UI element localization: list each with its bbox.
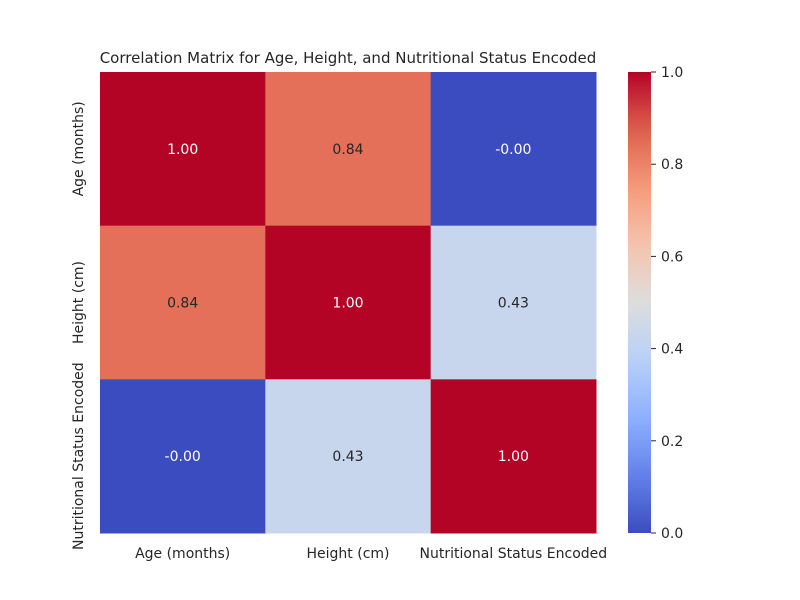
cell-value-label-r0-c1: 0.84 (332, 142, 363, 158)
cell-value-label-r1-c1: 1.00 (332, 296, 363, 312)
colorbar: 0.0 0.2 0.4 0.6 0.8 1.0 (628, 65, 683, 542)
heatmap-cell-labels: 1.00 0.84 -0.00 0.84 1.00 0.43 -0.00 0.43 1.00 (165, 142, 532, 465)
colorbar-tick-label-1: 0.2 (661, 434, 683, 450)
colorbar-tick-label-5: 1.0 (661, 65, 683, 81)
colorbar-ticks: 0.0 0.2 0.4 0.6 0.8 1.0 (651, 65, 683, 542)
heatmap-cell-r2-c1 (265, 379, 432, 534)
heatmap-cell-r0-c0 (100, 72, 266, 227)
heatmap-cell-r1-c0 (100, 225, 266, 380)
y-tick-label-2: Nutritional Status Encoded (71, 362, 87, 550)
heatmap-cell-r2-c2 (430, 379, 597, 534)
colorbar-tick-label-2: 0.4 (661, 342, 683, 358)
cell-value-label-r1-c2: 0.43 (498, 296, 529, 312)
colorbar-tick-label-3: 0.6 (661, 249, 683, 265)
heatmap-cells (100, 72, 597, 534)
y-tick-label-1: Height (cm) (71, 261, 87, 344)
y-tick-label-0: Age (months) (71, 101, 87, 196)
cell-value-label-r1-c0: 0.84 (167, 296, 198, 312)
x-tick-label-1: Height (cm) (307, 546, 390, 562)
x-tick-label-2: Nutritional Status Encoded (420, 546, 608, 562)
chart-title: Correlation Matrix for Age, Height, and … (100, 49, 597, 67)
heatmap-cell-r1-c2 (430, 225, 597, 380)
cell-value-label-r2-c0: -0.00 (165, 449, 201, 465)
y-axis-tick-labels: Age (months) Height (cm) Nutritional Statu… (71, 101, 87, 550)
cell-value-label-r0-c0: 1.00 (167, 142, 198, 158)
cell-value-label-r2-c1: 0.43 (332, 449, 363, 465)
colorbar-bar (628, 72, 651, 533)
colorbar-tick-label-0: 0.0 (661, 526, 683, 542)
heatmap-cell-r1-c1 (265, 225, 432, 380)
cell-value-label-r2-c2: 1.00 (498, 449, 529, 465)
x-axis-tick-labels: Age (months) Height (cm) Nutritional Statu… (135, 546, 607, 562)
heatmap-cell-r0-c2 (430, 72, 597, 227)
heatmap-cell-r2-c0 (100, 379, 266, 534)
colorbar-tick-label-4: 0.8 (661, 157, 683, 173)
cell-value-label-r0-c2: -0.00 (495, 142, 531, 158)
x-tick-label-0: Age (months) (135, 546, 230, 562)
heatmap-cell-r0-c1 (265, 72, 432, 227)
